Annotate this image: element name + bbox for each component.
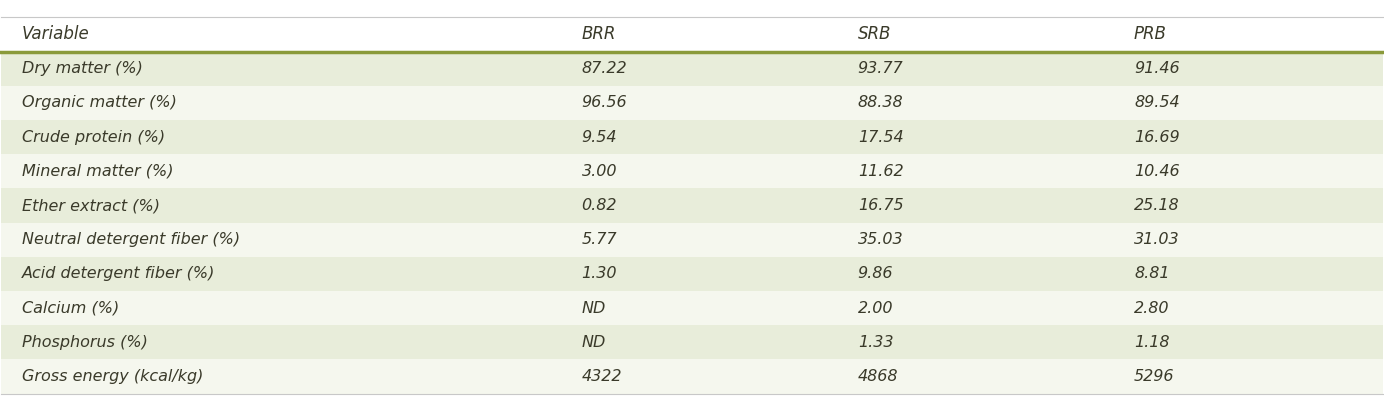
Text: 91.46: 91.46	[1133, 61, 1179, 76]
Text: Phosphorus (%): Phosphorus (%)	[22, 335, 148, 350]
Bar	[1, 154, 1383, 188]
Text: 2.00: 2.00	[858, 301, 893, 316]
Text: 4322: 4322	[581, 369, 621, 384]
Text: 8.81: 8.81	[1133, 266, 1169, 281]
Text: 0.82: 0.82	[581, 198, 617, 213]
Text: 89.54: 89.54	[1133, 96, 1179, 110]
Text: 88.38: 88.38	[858, 96, 904, 110]
Text: SRB: SRB	[858, 25, 891, 44]
Bar	[1, 86, 1383, 120]
Text: Ether extract (%): Ether extract (%)	[22, 198, 161, 213]
Text: 1.30: 1.30	[581, 266, 617, 281]
Text: Crude protein (%): Crude protein (%)	[22, 130, 165, 145]
Bar	[1, 291, 1383, 325]
Text: BRR: BRR	[581, 25, 616, 44]
Text: 17.54: 17.54	[858, 130, 904, 145]
Text: Gross energy (kcal/kg): Gross energy (kcal/kg)	[22, 369, 203, 384]
Text: 25.18: 25.18	[1133, 198, 1179, 213]
Bar	[1, 325, 1383, 359]
Text: 16.69: 16.69	[1133, 130, 1179, 145]
Text: Neutral detergent fiber (%): Neutral detergent fiber (%)	[22, 232, 241, 247]
Text: 9.86: 9.86	[858, 266, 893, 281]
Text: 87.22: 87.22	[581, 61, 627, 76]
Text: ND: ND	[581, 335, 606, 350]
Bar	[1, 222, 1383, 257]
Text: 10.46: 10.46	[1133, 164, 1179, 179]
Text: 31.03: 31.03	[1133, 232, 1179, 247]
Text: Acid detergent fiber (%): Acid detergent fiber (%)	[22, 266, 216, 281]
Text: Mineral matter (%): Mineral matter (%)	[22, 164, 173, 179]
Bar	[1, 257, 1383, 291]
Text: 93.77: 93.77	[858, 61, 904, 76]
Bar	[1, 188, 1383, 222]
Text: 3.00: 3.00	[581, 164, 617, 179]
Text: 5.77: 5.77	[581, 232, 617, 247]
Text: Organic matter (%): Organic matter (%)	[22, 96, 177, 110]
Text: 5296: 5296	[1133, 369, 1175, 384]
Text: PRB: PRB	[1133, 25, 1167, 44]
Text: 16.75: 16.75	[858, 198, 904, 213]
Text: Dry matter (%): Dry matter (%)	[22, 61, 143, 76]
Text: 1.33: 1.33	[858, 335, 893, 350]
Bar	[1, 52, 1383, 86]
Text: Calcium (%): Calcium (%)	[22, 301, 119, 316]
Text: 96.56: 96.56	[581, 96, 627, 110]
Text: 2.80: 2.80	[1133, 301, 1169, 316]
Bar	[1, 359, 1383, 394]
Text: 4868: 4868	[858, 369, 898, 384]
Text: 11.62: 11.62	[858, 164, 904, 179]
Text: 35.03: 35.03	[858, 232, 904, 247]
Bar	[1, 17, 1383, 52]
Text: ND: ND	[581, 301, 606, 316]
Bar	[1, 120, 1383, 154]
Text: Variable: Variable	[22, 25, 90, 44]
Text: 1.18: 1.18	[1133, 335, 1169, 350]
Text: 9.54: 9.54	[581, 130, 617, 145]
